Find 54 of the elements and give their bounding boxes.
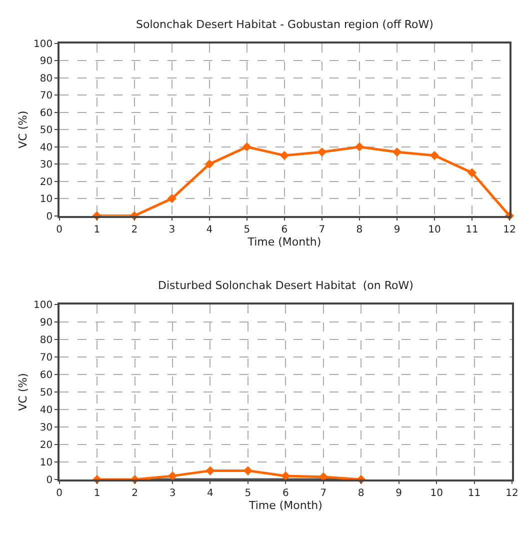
x-tick-label: 11 [466, 224, 478, 236]
y-tick-label: 40 [40, 404, 53, 416]
x-tick-label: 4 [206, 224, 213, 236]
x-tick-label: 1 [94, 488, 100, 500]
y-tick-label: 0 [46, 474, 53, 486]
y-tick-label: 50 [40, 387, 53, 398]
y-tick-label: 70 [40, 90, 53, 102]
x-tick-label: 3 [169, 488, 176, 500]
x-tick-label: 12 [506, 488, 518, 500]
y-tick-label: 100 [34, 38, 53, 50]
y-tick-label: 50 [40, 125, 53, 136]
y-tick-label: 90 [40, 318, 53, 329]
x-tick-label: 6 [281, 224, 288, 236]
y-tick-label: 0 [46, 211, 53, 222]
y-tick-label: 80 [40, 73, 53, 84]
x-tick-label: 2 [131, 224, 138, 236]
x-tick-label: 2 [132, 488, 138, 500]
x-tick-label: 7 [318, 224, 326, 236]
y-tick-label: 100 [34, 300, 53, 312]
x-tick-label: 9 [394, 224, 400, 236]
y-axis-title: VC (%) [16, 373, 30, 411]
x-tick-label: 9 [396, 488, 402, 500]
x-tick-label: 5 [244, 224, 250, 236]
y-tick-label: 70 [40, 352, 53, 364]
y-tick-label: 10 [40, 457, 53, 468]
y-tick-label: 60 [40, 370, 53, 381]
x-tick-label: 8 [358, 488, 364, 500]
x-tick-label: 8 [356, 224, 363, 236]
x-tick-label: 11 [468, 488, 481, 500]
x-tick-label: 0 [56, 488, 63, 500]
x-axis-title: Time (Month) [248, 499, 322, 512]
x-tick-label: 12 [503, 224, 516, 236]
x-tick-label: 5 [244, 488, 252, 500]
x-tick-label: 10 [428, 224, 441, 236]
x-tick-label: 0 [56, 224, 63, 236]
x-tick-label: 1 [94, 224, 100, 236]
y-tick-label: 40 [40, 142, 53, 154]
y-tick-label: 20 [40, 440, 53, 451]
y-tick-label: 30 [40, 160, 53, 171]
y-tick-label: 60 [40, 108, 53, 119]
chart-title: Solonchak Desert Habitat - Gobustan region (off RoW) [136, 18, 434, 31]
x-tick-label: 10 [430, 488, 443, 500]
y-tick-label: 30 [40, 422, 53, 434]
y-axis-title: VC (%) [16, 110, 30, 148]
x-tick-label: 7 [320, 488, 327, 500]
x-axis-title: Time (Month) [246, 236, 322, 249]
x-tick-label: 4 [207, 488, 214, 500]
x-tick-label: 6 [282, 488, 289, 500]
y-tick-label: 80 [40, 335, 53, 346]
x-tick-label: 3 [168, 224, 176, 236]
y-tick-label: 90 [40, 56, 53, 68]
chart-title: Disturbed Solonchak Desert Habitat (on RoW) [158, 279, 414, 292]
y-tick-label: 10 [40, 194, 53, 206]
y-tick-label: 20 [40, 176, 53, 188]
